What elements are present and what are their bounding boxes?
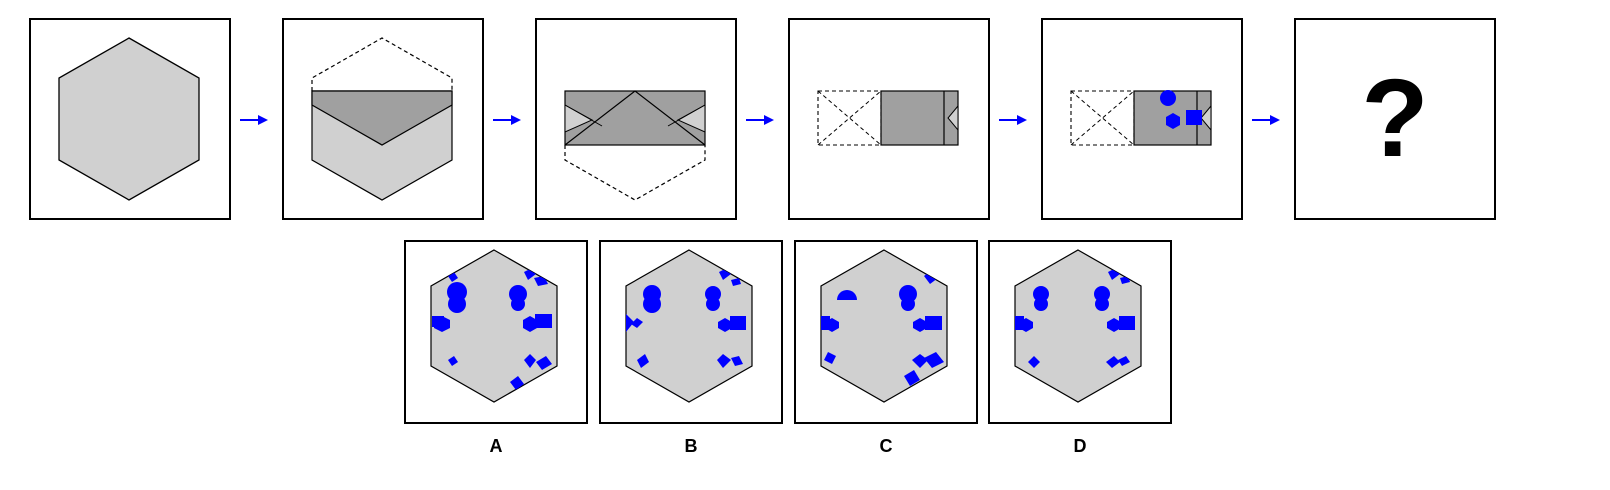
punched-hexagon-hole: [1166, 113, 1180, 129]
arrow-icon: [1252, 115, 1280, 125]
option-b[interactable]: [599, 240, 783, 424]
step-4-panel: [788, 18, 990, 220]
fold-step-3: [564, 90, 706, 201]
option-a-unfolded: [430, 249, 558, 403]
option-b-unfolded: [625, 249, 753, 403]
fold-step-5-punched: [1070, 90, 1212, 146]
fold-step-4: [817, 90, 959, 146]
arrow-icon: [240, 115, 268, 125]
arrow-icon: [746, 115, 774, 125]
option-a[interactable]: [404, 240, 588, 424]
option-d[interactable]: [988, 240, 1172, 424]
option-d-unfolded: [1014, 249, 1142, 403]
punched-circle-hole: [1160, 90, 1176, 106]
step-2-panel: [282, 18, 484, 220]
option-b-label: B: [684, 436, 698, 456]
punched-square-hole: [1186, 110, 1202, 125]
option-c[interactable]: [794, 240, 978, 424]
option-c-unfolded: [820, 249, 948, 403]
question-panel: ?: [1294, 18, 1496, 220]
option-a-label: A: [489, 436, 503, 456]
option-d-label: D: [1073, 436, 1087, 456]
fold-step-2: [311, 37, 453, 201]
question-mark: ?: [1361, 57, 1429, 180]
step-5-panel: [1041, 18, 1243, 220]
hexagon-paper: [58, 37, 200, 201]
arrow-icon: [493, 115, 521, 125]
arrow-icon: [999, 115, 1027, 125]
step-3-panel: [535, 18, 737, 220]
step-1-panel: [29, 18, 231, 220]
option-c-label: C: [879, 436, 893, 456]
